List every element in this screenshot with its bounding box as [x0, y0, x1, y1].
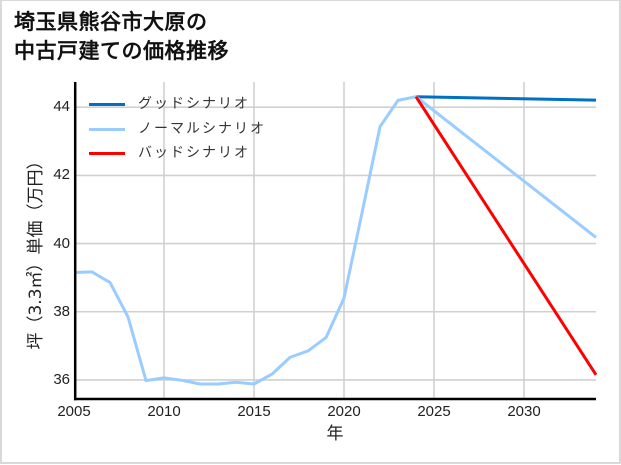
chart-title: 埼玉県熊谷市大原の 中古戸建ての価格推移 — [14, 8, 229, 66]
legend-swatch — [89, 103, 125, 106]
legend-label: ノーマルシナリオ — [138, 120, 266, 137]
y-axis-label: 坪（3.3㎡）単価（万円） — [26, 152, 46, 350]
series-line-1 — [73, 95, 597, 386]
data-series — [73, 95, 598, 386]
x-tick-label: 2020 — [327, 403, 361, 420]
chart-title-line-2: 中古戸建ての価格推移 — [14, 39, 229, 63]
chart-title-line-1: 埼玉県熊谷市大原の — [14, 10, 208, 34]
axes-spines — [73, 82, 596, 401]
y-tick-label: 44 — [53, 98, 70, 116]
series-line-2 — [414, 95, 598, 376]
y-tick-label: 40 — [53, 234, 70, 252]
legend-label: グッドシナリオ — [138, 96, 250, 112]
legend-swatch — [89, 127, 125, 131]
x-tick-label: 2005 — [57, 403, 91, 420]
y-tick-label: 38 — [53, 302, 70, 320]
x-tick-label: 2010 — [147, 403, 181, 420]
legend-swatch — [89, 152, 125, 156]
legend-label: バッドシナリオ — [138, 145, 250, 162]
x-tick-label: 2025 — [417, 403, 451, 420]
x-axis-label: 年 — [326, 424, 344, 444]
gridlines — [74, 82, 596, 399]
x-tick-label: 2030 — [507, 403, 541, 420]
y-tick-label: 42 — [53, 166, 70, 184]
x-tick-label: 2015 — [237, 403, 271, 420]
series-line-0 — [415, 95, 597, 102]
y-tick-label: 36 — [53, 370, 70, 388]
